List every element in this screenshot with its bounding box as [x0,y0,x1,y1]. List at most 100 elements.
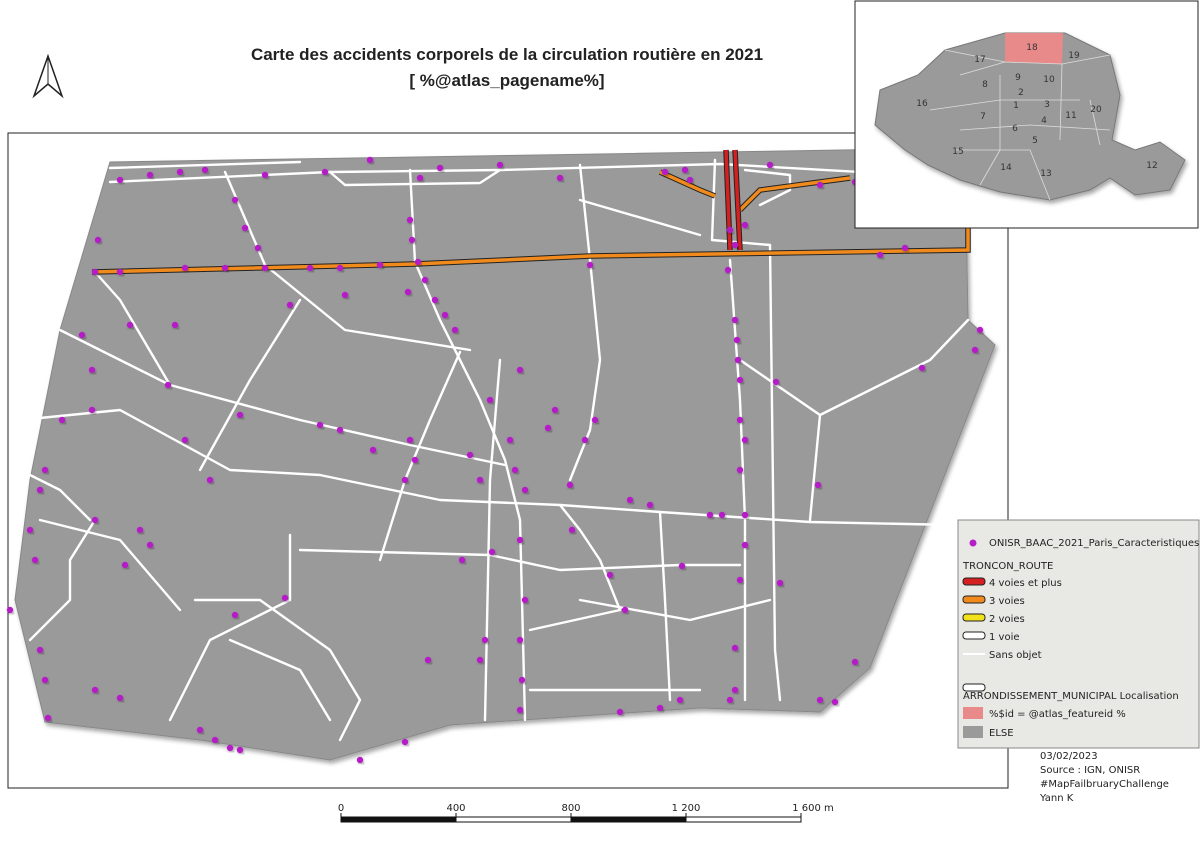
accident-point [336,264,344,272]
accident-point [488,548,496,556]
district-label: 1 [1013,101,1019,111]
accident-point [408,236,416,244]
accident-point [518,676,526,684]
scale-segment [685,816,802,823]
accident-point [646,501,654,509]
accident-point [741,436,749,444]
accident-point [231,196,239,204]
accident-point [88,406,96,414]
accident-point [516,636,524,644]
legend-road-symbol [962,577,986,586]
accident-point [146,171,154,179]
accident-point [476,476,484,484]
accident-point [356,756,364,764]
accident-point [616,708,624,716]
accident-point [321,168,329,176]
accident-point [566,481,574,489]
accident-point [401,738,409,746]
accident-point [226,744,234,752]
accident-point [656,704,664,712]
accident-point [676,696,684,704]
accident-point [736,576,744,584]
accident-point [606,571,614,579]
accident-point [404,288,412,296]
accident-point [26,526,34,534]
district-label: 15 [952,147,963,157]
district-label: 16 [916,99,928,109]
legend-selected: %$id = @atlas_featureid % [989,709,1126,720]
accident-point [458,556,466,564]
accident-point [116,176,124,184]
district-label: 19 [1068,51,1080,61]
accident-point [736,416,744,424]
accident-point [231,611,239,619]
legend-road-label: 4 voies et plus [989,578,1062,589]
legend-districts-title: ARRONDISSEMENT_MUNICIPAL Localisation [963,691,1179,702]
scale-label: 1 200 [672,803,701,814]
accident-point [496,161,504,169]
accident-point [876,251,884,259]
accident-point [681,166,689,174]
district-label: 18 [1026,43,1038,53]
district-label: 3 [1044,100,1050,110]
accident-point [121,561,129,569]
accident-point [221,264,229,272]
accident-point [206,476,214,484]
accident-point [431,296,439,304]
accident-point [734,356,742,364]
accident-point [816,181,824,189]
accident-point [78,331,86,339]
accident-point [336,426,344,434]
accident-point [6,606,14,614]
legend-road-label: 3 voies [989,596,1025,607]
district-label: 14 [1000,163,1012,173]
accident-point [88,366,96,374]
accident-point [401,476,409,484]
accident-point [116,694,124,702]
accident-point [211,736,219,744]
accident-point [731,686,739,694]
accident-point [971,346,979,354]
accident-point [486,396,494,404]
accident-point [851,658,859,666]
credit-line: Yann K [1039,793,1074,804]
accident-point [421,276,429,284]
accident-point [918,364,926,372]
district-label: 13 [1040,169,1051,179]
legend-road-symbol [962,631,986,640]
north-arrow [32,53,64,99]
accident-point [741,221,749,229]
district-label: 6 [1012,124,1018,134]
district-label: 17 [974,55,985,65]
scale-label: 1 600 m [792,803,834,814]
main-map [6,147,996,764]
accident-point [164,381,172,389]
accident-point [236,411,244,419]
accident-point [58,416,66,424]
legend-blank-symbol [962,683,986,692]
legend-roads-title: TRONCON_ROUTE [962,561,1053,572]
accident-point [136,526,144,534]
accident-point [171,321,179,329]
accident-point [316,421,324,429]
accident-point [436,164,444,172]
accident-point [736,466,744,474]
credit-line: Source : IGN, ONISR [1040,765,1140,776]
accident-point [544,424,552,432]
accident-point [411,456,419,464]
accident-point [181,436,189,444]
accident-point [146,541,154,549]
accident-point [91,516,99,524]
accident-point [581,436,589,444]
accident-point [976,326,984,334]
district-label: 20 [1090,105,1102,115]
accident-point [181,264,189,272]
accident-point [741,511,749,519]
accident-point [116,268,124,276]
accident-point [196,726,204,734]
accident-point [126,321,134,329]
accident-point [772,378,780,386]
district-label: 11 [1065,111,1076,121]
